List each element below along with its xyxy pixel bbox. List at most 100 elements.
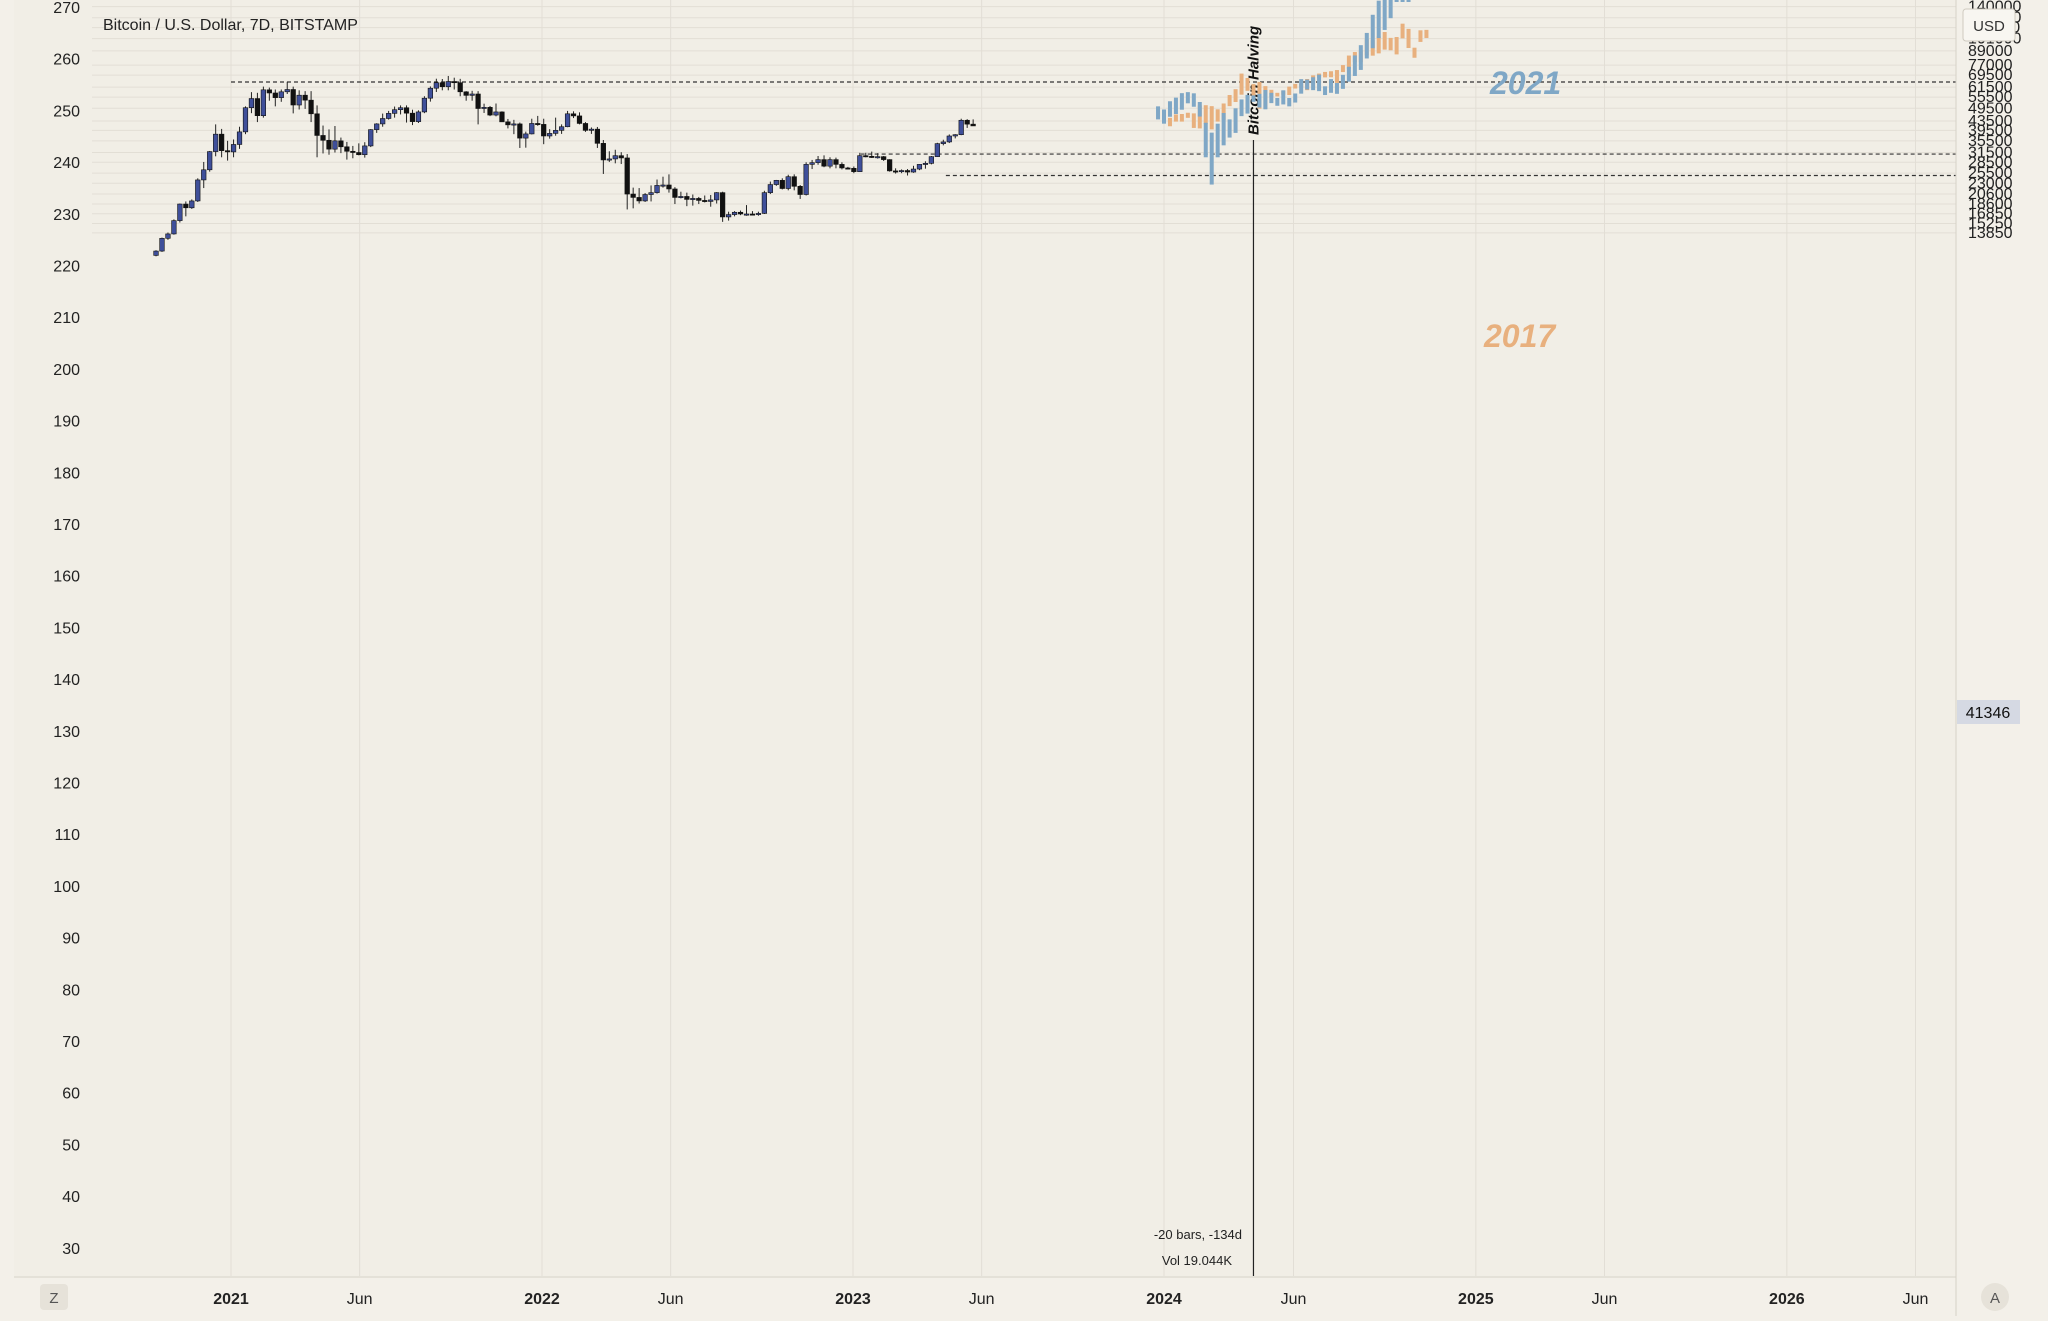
candle[interactable] xyxy=(815,155,821,165)
candle[interactable] xyxy=(403,105,410,123)
candle[interactable] xyxy=(177,203,183,223)
candle[interactable] xyxy=(910,165,917,173)
candle[interactable] xyxy=(386,110,392,120)
candle[interactable] xyxy=(660,176,666,188)
candle[interactable] xyxy=(165,232,171,240)
candle[interactable] xyxy=(934,142,940,157)
candle[interactable] xyxy=(964,119,970,128)
candle[interactable] xyxy=(636,188,642,204)
candle[interactable] xyxy=(260,86,266,118)
candle[interactable] xyxy=(242,106,249,135)
candle[interactable] xyxy=(737,210,744,216)
candle[interactable] xyxy=(696,196,702,205)
candle[interactable] xyxy=(236,126,243,149)
candle[interactable] xyxy=(946,134,952,144)
candle[interactable] xyxy=(785,174,791,191)
candle[interactable] xyxy=(588,127,595,134)
candle[interactable] xyxy=(296,90,302,110)
candle[interactable] xyxy=(594,126,600,148)
auto-scale-button[interactable]: A xyxy=(1981,1283,2009,1311)
candle[interactable] xyxy=(702,195,708,203)
candle[interactable] xyxy=(773,179,779,186)
candle[interactable] xyxy=(678,191,684,199)
candle[interactable] xyxy=(201,161,207,189)
candle[interactable] xyxy=(791,174,797,191)
zoom-button-z[interactable]: Z xyxy=(40,1284,68,1310)
candle[interactable] xyxy=(409,109,416,126)
candle[interactable] xyxy=(219,128,225,158)
candle[interactable] xyxy=(517,122,523,148)
candle[interactable] xyxy=(224,140,231,161)
candle[interactable] xyxy=(833,157,839,169)
candle[interactable] xyxy=(654,179,660,194)
candle[interactable] xyxy=(457,78,463,97)
candle[interactable] xyxy=(564,110,571,128)
candle[interactable] xyxy=(725,211,732,221)
candle[interactable] xyxy=(731,211,738,217)
candle[interactable] xyxy=(708,195,714,207)
candle[interactable] xyxy=(809,159,815,170)
candle[interactable] xyxy=(690,194,696,206)
candle[interactable] xyxy=(570,111,577,119)
candle[interactable] xyxy=(356,143,362,156)
candle[interactable] xyxy=(821,155,827,168)
candle[interactable] xyxy=(684,192,690,207)
candle[interactable] xyxy=(779,178,785,190)
candle[interactable] xyxy=(970,119,976,127)
candle[interactable] xyxy=(451,77,457,90)
candle[interactable] xyxy=(320,125,326,154)
candle[interactable] xyxy=(541,118,547,145)
candle[interactable] xyxy=(666,174,672,193)
candle[interactable] xyxy=(529,118,535,135)
candle[interactable] xyxy=(505,118,511,129)
candle[interactable] xyxy=(875,153,881,159)
candle[interactable] xyxy=(493,103,499,117)
candle[interactable] xyxy=(803,162,809,196)
candle[interactable] xyxy=(922,161,929,169)
candle[interactable] xyxy=(427,86,433,102)
candle[interactable] xyxy=(213,124,219,157)
candle[interactable] xyxy=(344,141,350,160)
candle[interactable] xyxy=(302,91,308,109)
candle[interactable] xyxy=(284,81,290,94)
candle[interactable] xyxy=(380,113,386,127)
candle[interactable] xyxy=(397,105,404,115)
candle[interactable] xyxy=(958,118,964,136)
candle[interactable] xyxy=(439,78,445,91)
candle[interactable] xyxy=(326,129,332,155)
candle[interactable] xyxy=(433,78,439,92)
candle[interactable] xyxy=(630,187,636,209)
candle[interactable] xyxy=(391,106,398,118)
candle[interactable] xyxy=(350,145,356,159)
candle[interactable] xyxy=(421,96,428,114)
candle[interactable] xyxy=(558,124,565,134)
candle[interactable] xyxy=(618,152,624,165)
candle[interactable] xyxy=(415,110,422,123)
candle[interactable] xyxy=(308,91,314,123)
candle[interactable] xyxy=(481,103,487,113)
candle[interactable] xyxy=(272,89,278,107)
candle[interactable] xyxy=(916,164,923,171)
candle[interactable] xyxy=(714,192,720,204)
candle[interactable] xyxy=(887,159,893,172)
candle[interactable] xyxy=(171,219,177,235)
candle[interactable] xyxy=(338,137,344,154)
candle[interactable] xyxy=(767,181,773,195)
candle[interactable] xyxy=(863,152,869,158)
currency-button[interactable] xyxy=(1962,8,2016,42)
candle[interactable] xyxy=(368,129,374,148)
candle[interactable] xyxy=(362,142,368,158)
candle[interactable] xyxy=(445,75,451,91)
candle[interactable] xyxy=(869,151,875,158)
candle[interactable] xyxy=(893,168,899,174)
candle[interactable] xyxy=(153,250,159,257)
candle[interactable] xyxy=(881,155,887,161)
candle[interactable] xyxy=(761,190,767,214)
candle[interactable] xyxy=(254,92,261,123)
candle[interactable] xyxy=(511,119,517,135)
candle[interactable] xyxy=(928,155,934,165)
candle[interactable] xyxy=(189,199,195,209)
candle[interactable] xyxy=(606,151,612,162)
candle[interactable] xyxy=(195,178,201,202)
